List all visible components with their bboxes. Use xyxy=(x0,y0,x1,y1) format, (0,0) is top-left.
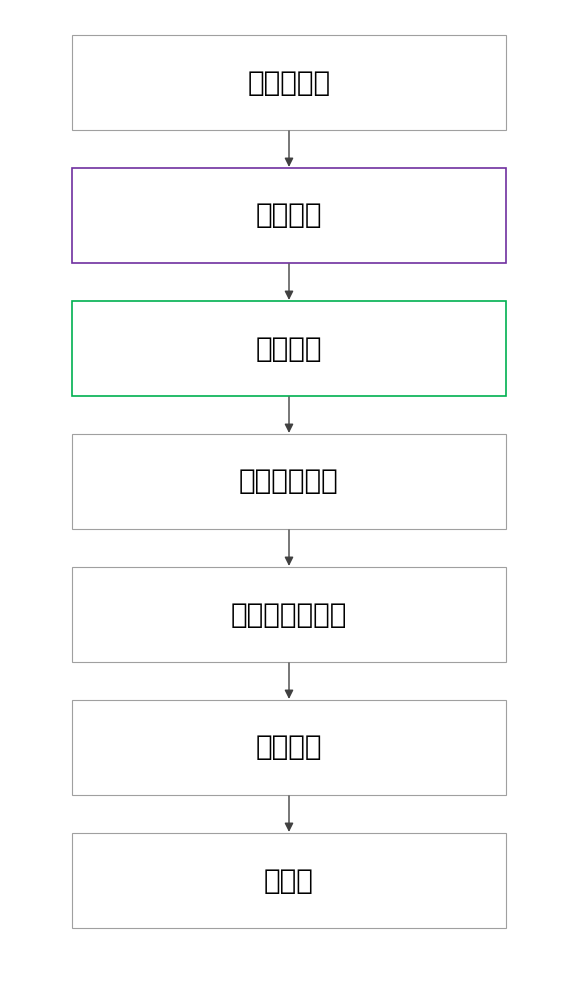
Bar xyxy=(72,434,506,529)
Bar xyxy=(72,700,506,795)
Bar xyxy=(72,833,506,928)
Bar xyxy=(72,567,506,662)
Text: 后处理: 后处理 xyxy=(264,866,314,895)
Text: 阈值处理: 阈值处理 xyxy=(255,734,323,762)
Text: 多尺度匹配滤波: 多尺度匹配滤波 xyxy=(231,600,347,629)
Bar xyxy=(72,301,506,396)
Text: 图像预处理: 图像预处理 xyxy=(247,68,331,97)
Text: 血管分类: 血管分类 xyxy=(255,334,323,362)
Text: 动态尺度分配: 动态尺度分配 xyxy=(239,468,339,495)
Bar xyxy=(72,168,506,263)
Text: 图像分块: 图像分块 xyxy=(255,202,323,230)
Bar xyxy=(72,35,506,130)
